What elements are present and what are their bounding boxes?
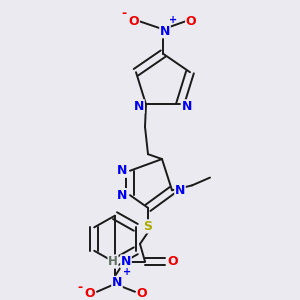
Text: -: - <box>77 281 83 294</box>
Text: +: + <box>169 16 177 26</box>
Text: O: O <box>137 287 147 300</box>
Text: N: N <box>175 184 185 197</box>
Text: N: N <box>121 255 131 268</box>
Text: +: + <box>123 267 131 277</box>
Text: N: N <box>182 100 192 113</box>
Text: H: H <box>108 255 118 268</box>
Text: O: O <box>129 15 139 28</box>
Text: S: S <box>143 220 152 233</box>
Text: N: N <box>134 100 144 113</box>
Text: N: N <box>117 164 127 177</box>
Text: O: O <box>186 15 196 28</box>
Text: N: N <box>160 25 170 38</box>
Text: N: N <box>117 189 127 202</box>
Text: -: - <box>122 7 127 20</box>
Text: O: O <box>85 287 95 300</box>
Text: N: N <box>112 277 122 290</box>
Text: O: O <box>168 255 178 268</box>
